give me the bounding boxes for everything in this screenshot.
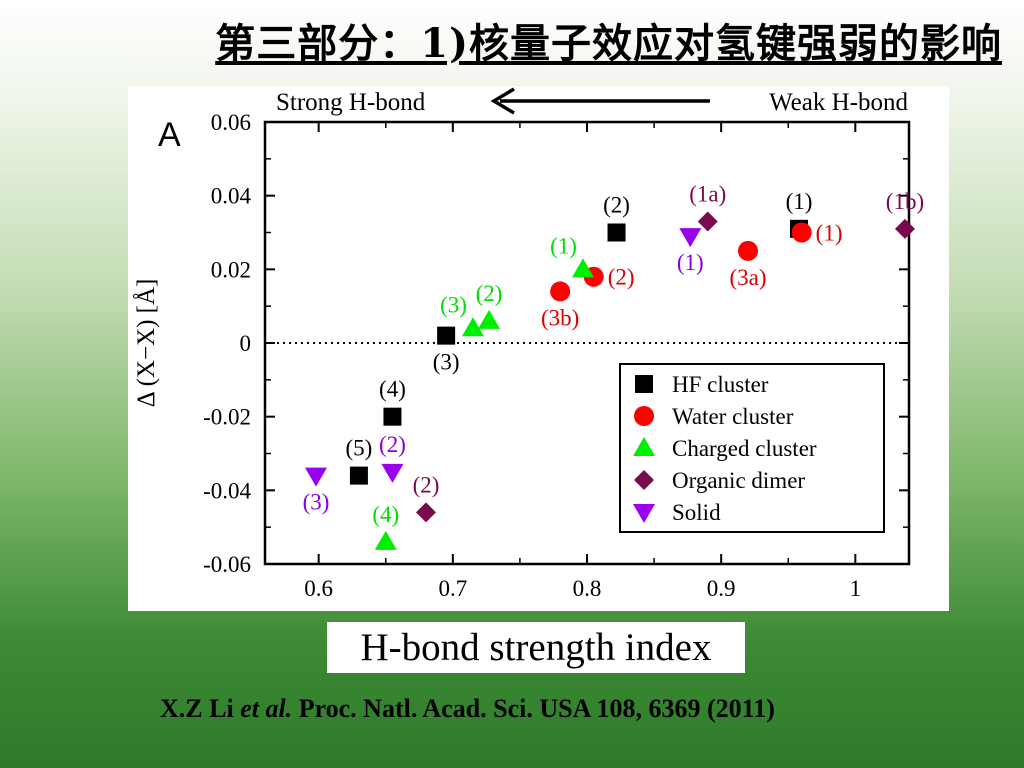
scatter-chart: 0.6 0.7 0.8 0.9 1 0.06 0.04 0.02 0 -0.02 -0.04 -0.0… <box>133 87 924 601</box>
organic-dimer-point <box>894 218 915 239</box>
charged-cluster-point-label: (1) <box>550 233 577 258</box>
hf-cluster-point <box>349 466 368 485</box>
strength-arrow-head <box>490 87 515 115</box>
water-cluster-point <box>791 222 812 243</box>
slide-title: 第三部分：1)核量子效应对氢键强弱的影响 <box>215 20 1002 67</box>
weak-hbond-label: Weak H-bond <box>769 89 908 116</box>
solid-point <box>304 467 327 487</box>
legend-label-water-cluster: Water cluster <box>672 404 794 429</box>
charged-cluster-point-label: (4) <box>372 502 399 527</box>
organic-dimer-point <box>416 502 436 523</box>
y-tick-label: 0.06 <box>211 110 251 135</box>
organic-dimer-point <box>697 211 718 232</box>
solid-point <box>381 463 404 483</box>
chart-axes: 0.6 0.7 0.8 0.9 1 0.06 0.04 0.02 0 -0.02 -0.04 -0.0… <box>133 110 911 601</box>
hf-cluster-point <box>607 223 626 242</box>
y-tick-label: -0.06 <box>203 552 251 577</box>
charged-cluster-point-label: (2) <box>476 281 503 306</box>
chart-legend: HF cluster Water cluster Charged cluster Or… <box>619 363 885 533</box>
legend-label-organic-dimer: Organic dimer <box>672 468 805 493</box>
x-tick-label: 0.8 <box>573 576 602 601</box>
legend-marker-water-cluster <box>634 406 654 426</box>
organic-dimer-point-label: (2) <box>413 472 440 497</box>
solid-point <box>679 228 702 248</box>
charged-cluster-point <box>461 317 484 337</box>
charged-cluster-point-label: (3) <box>440 292 467 317</box>
water-cluster-point-label: (2) <box>608 265 635 290</box>
water-cluster-point-label: (1) <box>816 221 843 246</box>
charged-cluster-point <box>571 258 594 278</box>
hf-cluster-point <box>383 407 402 426</box>
legend-label-hf-cluster: HF cluster <box>672 372 769 397</box>
hf-cluster-point-label: (2) <box>603 193 630 218</box>
x-tick-label: 0.7 <box>438 576 467 601</box>
hf-cluster-point-label: (5) <box>346 436 373 461</box>
solid-point-label: (3) <box>303 490 330 515</box>
organic-dimer-point-label: (1a) <box>689 181 726 206</box>
solid-point-label: (1) <box>677 250 704 275</box>
citation-journal: Proc. Natl. Acad. Sci. USA 108, 6369 (20… <box>298 694 775 723</box>
hf-cluster-point-label: (1) <box>786 189 813 214</box>
organic-dimer-point-label: (1b) <box>886 189 924 214</box>
water-cluster-point <box>738 240 758 261</box>
x-tick-label: 0.6 <box>304 576 333 601</box>
x-tick-label: 1 <box>850 576 862 601</box>
x-axis-title: H-bond strength index <box>327 622 745 673</box>
legend-box <box>619 363 885 533</box>
water-cluster-point-label: (3b) <box>541 305 579 330</box>
legend-label-solid: Solid <box>672 500 721 525</box>
legend-marker-solid <box>633 504 655 523</box>
legend-marker-charged-cluster <box>633 437 655 456</box>
charged-cluster-point <box>374 530 397 550</box>
hf-cluster-point <box>437 326 456 345</box>
charged-cluster-point <box>478 309 501 329</box>
y-tick-label: 0.04 <box>211 184 252 209</box>
y-tick-label: 0.02 <box>211 257 251 282</box>
panel-label: A <box>158 116 181 154</box>
strong-hbond-label: Strong H-bond <box>276 89 426 116</box>
hf-cluster-point-label: (4) <box>379 377 406 402</box>
hf-cluster-point-label: (3) <box>433 350 460 375</box>
chart-points: (1) (2) (3) (4) (5) (1) (2) (3a) (3b) (1) (2) (3) (4… <box>303 181 924 550</box>
citation-etal: et al. <box>240 694 293 723</box>
chart-top-annotation: Strong H-bond Weak H-bond <box>276 87 908 116</box>
y-axis-title: Δ (X−X) [Å] <box>133 279 160 408</box>
x-tick-label: 0.9 <box>707 576 736 601</box>
legend-marker-organic-dimer <box>634 470 654 490</box>
citation: X.Z Li et al. Proc. Natl. Acad. Sci. USA… <box>160 694 980 724</box>
citation-authors: X.Z Li <box>160 694 234 723</box>
chart-panel: 0.6 0.7 0.8 0.9 1 0.06 0.04 0.02 0 -0.02 -0.04 -0.0… <box>128 86 949 611</box>
water-cluster-point-label: (3a) <box>729 265 766 290</box>
water-cluster-point <box>550 281 571 302</box>
legend-label-charged-cluster: Charged cluster <box>672 436 817 461</box>
solid-point-label: (2) <box>379 432 406 457</box>
y-tick-label: -0.02 <box>203 405 251 430</box>
y-tick-label: 0 <box>240 331 252 356</box>
y-tick-label: -0.04 <box>203 478 251 503</box>
legend-marker-hf-cluster <box>635 375 653 393</box>
